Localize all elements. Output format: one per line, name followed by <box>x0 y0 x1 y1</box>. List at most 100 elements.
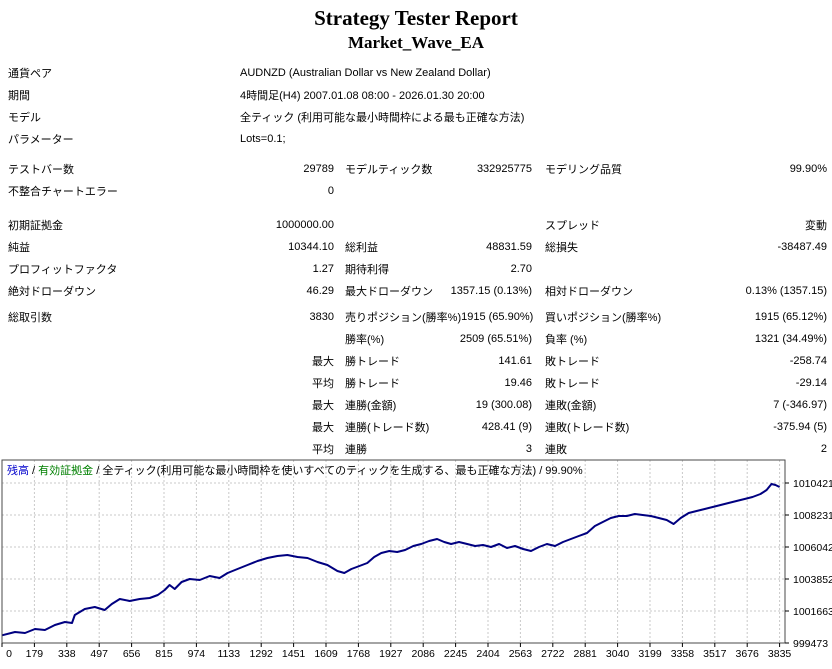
settings-value: 4時間足(H4) 2007.01.08 08:00 - 2026.01.30 2… <box>240 90 485 102</box>
stat-value: 46.29 <box>306 285 334 297</box>
stat-value: 48831.59 <box>486 241 532 253</box>
stats-row: 最大 連勝(金額) 19 (300.08) 連敗(金額) 7 (-346.97) <box>0 394 832 416</box>
balance-chart-svg: 1010421 1008231 1006042 1003852 1001663 99947… <box>1 459 832 660</box>
stats-pair: テストバー数 29789 <box>0 161 334 177</box>
stat-value: 0.13% (1357.15) <box>745 285 827 297</box>
x-tick-label: 974 <box>188 648 206 660</box>
balance-chart: 1010421 1008231 1006042 1003852 1001663 99947… <box>0 458 832 669</box>
stat-label: 売りポジション(勝率%) <box>345 312 462 324</box>
stat-label: 最大ドローダウン <box>345 286 433 298</box>
stats-pair: 勝率(%) 2509 (65.51%) <box>334 331 532 347</box>
test-settings-table: 通貨ペア AUDNZD (Australian Dollar vs New Zea… <box>0 62 832 150</box>
stats-row: 不整合チャートエラー 0 <box>0 180 832 202</box>
stat-label: 連敗(トレード数) <box>545 422 630 434</box>
stat-label: 連勝(トレード数) <box>345 422 430 434</box>
stats-pair: 相対ドローダウン 0.13% (1357.15) <box>532 283 827 299</box>
stats-row: 絶対ドローダウン 46.29 最大ドローダウン 1357.15 (0.13%) 相対ドロ… <box>0 280 832 302</box>
stats-row: 勝率(%) 2509 (65.51%) 負率 (%) 1321 (34.49%) <box>0 328 832 350</box>
stat-value: 332925775 <box>476 163 532 175</box>
stat-value: -38487.49 <box>777 241 827 253</box>
settings-value: Lots=0.1; <box>240 133 286 145</box>
settings-value: AUDNZD (Australian Dollar vs New Zealand… <box>240 67 491 79</box>
x-tick-label: 656 <box>123 648 141 660</box>
stats-row: プロフィットファクタ 1.27 期待利得 2.70 <box>0 258 832 280</box>
settings-row: パラメーター Lots=0.1; <box>0 128 832 150</box>
stats-pair: 連敗 2 <box>532 441 827 457</box>
stat-value: 10344.10 <box>288 241 334 253</box>
stats-row: 初期証拠金 1000000.00 スプレッド 変動 <box>0 214 832 236</box>
settings-label: モデル <box>8 112 41 124</box>
stats-pair: 総損失 -38487.49 <box>532 239 827 255</box>
x-tick-label: 338 <box>58 648 76 660</box>
stat-value: 平均 <box>312 444 334 456</box>
stats-pair: 期待利得 2.70 <box>334 261 532 277</box>
stats-section: テストバー数 29789 モデルティック数 332925775 モデリング品質 99.90… <box>0 158 832 202</box>
stats-pair: 勝トレード 141.61 <box>334 353 532 369</box>
stat-value: 99.90% <box>789 163 827 175</box>
stat-label: 総利益 <box>345 242 378 254</box>
stat-value: 29789 <box>303 163 334 175</box>
stat-label: 敗トレード <box>545 356 600 368</box>
stat-value: 平均 <box>312 378 334 390</box>
chart-legend-part: 有効証拠金 <box>38 463 93 477</box>
stats-pair: 負率 (%) 1321 (34.49%) <box>532 331 827 347</box>
stats-row: 最大 連勝(トレード数) 428.41 (9) 連敗(トレード数) -375.94 (5… <box>0 416 832 438</box>
stat-label: モデルティック数 <box>345 164 433 176</box>
x-tick-label: 1768 <box>347 648 371 660</box>
balance-curve <box>1 483 781 637</box>
x-tick-label: 815 <box>155 648 173 660</box>
stats-pair: 敗トレード -29.14 <box>532 375 827 391</box>
stat-value: 最大 <box>312 422 334 434</box>
stat-label: モデリング品質 <box>545 164 622 176</box>
expert-name: Market_Wave_EA <box>348 33 484 52</box>
y-tick-label: 1001663 <box>793 606 832 618</box>
chart-legend-part: 残高 <box>7 463 29 477</box>
stat-label: 連敗 <box>545 444 567 456</box>
stat-value: -258.74 <box>789 355 827 367</box>
stats-row: 総取引数 3830 売りポジション(勝率%) 1915 (65.90%) 買いポジション… <box>0 306 832 328</box>
x-tick-label: 1292 <box>250 648 274 660</box>
x-tick-label: 3040 <box>606 648 630 660</box>
stat-value: 7 (-346.97) <box>773 399 827 411</box>
stats-pair: 最大 <box>0 397 334 413</box>
chart-legend-part: / <box>29 465 38 477</box>
settings-label: 通貨ペア <box>8 68 52 80</box>
x-tick-label: 2404 <box>476 648 500 660</box>
stat-label: 相対ドローダウン <box>545 286 633 298</box>
stats-row: 平均 連勝 3 連敗 2 <box>0 438 832 460</box>
stats-pair: モデリング品質 99.90% <box>532 161 827 177</box>
stat-label: 純益 <box>8 242 30 254</box>
stat-value: 1000000.00 <box>275 219 334 231</box>
stats-pair: 勝トレード 19.46 <box>334 375 532 391</box>
stat-value: 1915 (65.90%) <box>461 311 534 323</box>
stat-label: 総取引数 <box>8 312 52 324</box>
stat-value: 最大 <box>312 400 334 412</box>
settings-row: 期間 4時間足(H4) 2007.01.08 08:00 - 2026.01.30… <box>0 84 832 106</box>
stats-pair: モデルティック数 332925775 <box>334 161 532 177</box>
stat-label: 絶対ドローダウン <box>8 286 96 298</box>
stat-label: 勝トレード <box>345 356 400 368</box>
stats-pair: 売りポジション(勝率%) 1915 (65.90%) <box>334 309 534 325</box>
x-tick-label: 179 <box>26 648 44 660</box>
stats-pair: 総取引数 3830 <box>0 309 334 325</box>
stats-pair: 連勝(金額) 19 (300.08) <box>334 397 532 413</box>
stat-label: 勝トレード <box>345 378 400 390</box>
stat-value: 変動 <box>805 220 827 232</box>
stat-label: スプレッド <box>545 220 600 232</box>
stats-row: テストバー数 29789 モデルティック数 332925775 モデリング品質 99.90… <box>0 158 832 180</box>
stat-value: 3 <box>525 443 532 455</box>
stat-label: 総損失 <box>545 242 578 254</box>
stats-row: 最大 勝トレード 141.61 敗トレード -258.74 <box>0 350 832 372</box>
stat-label: 連敗(金額) <box>545 400 597 412</box>
stats-pair: スプレッド 変動 <box>532 217 827 233</box>
chart-border <box>1 459 786 644</box>
settings-label: パラメーター <box>8 134 74 146</box>
stats-pair: 連勝 3 <box>334 441 532 457</box>
stat-label: 勝率(%) <box>345 334 385 346</box>
report-title: Strategy Tester Report <box>314 6 518 30</box>
stat-label: 負率 (%) <box>545 334 588 346</box>
stats-pair: 純益 10344.10 <box>0 239 334 255</box>
x-tick-label: 3517 <box>703 648 727 660</box>
x-tick-label: 3835 <box>768 648 792 660</box>
